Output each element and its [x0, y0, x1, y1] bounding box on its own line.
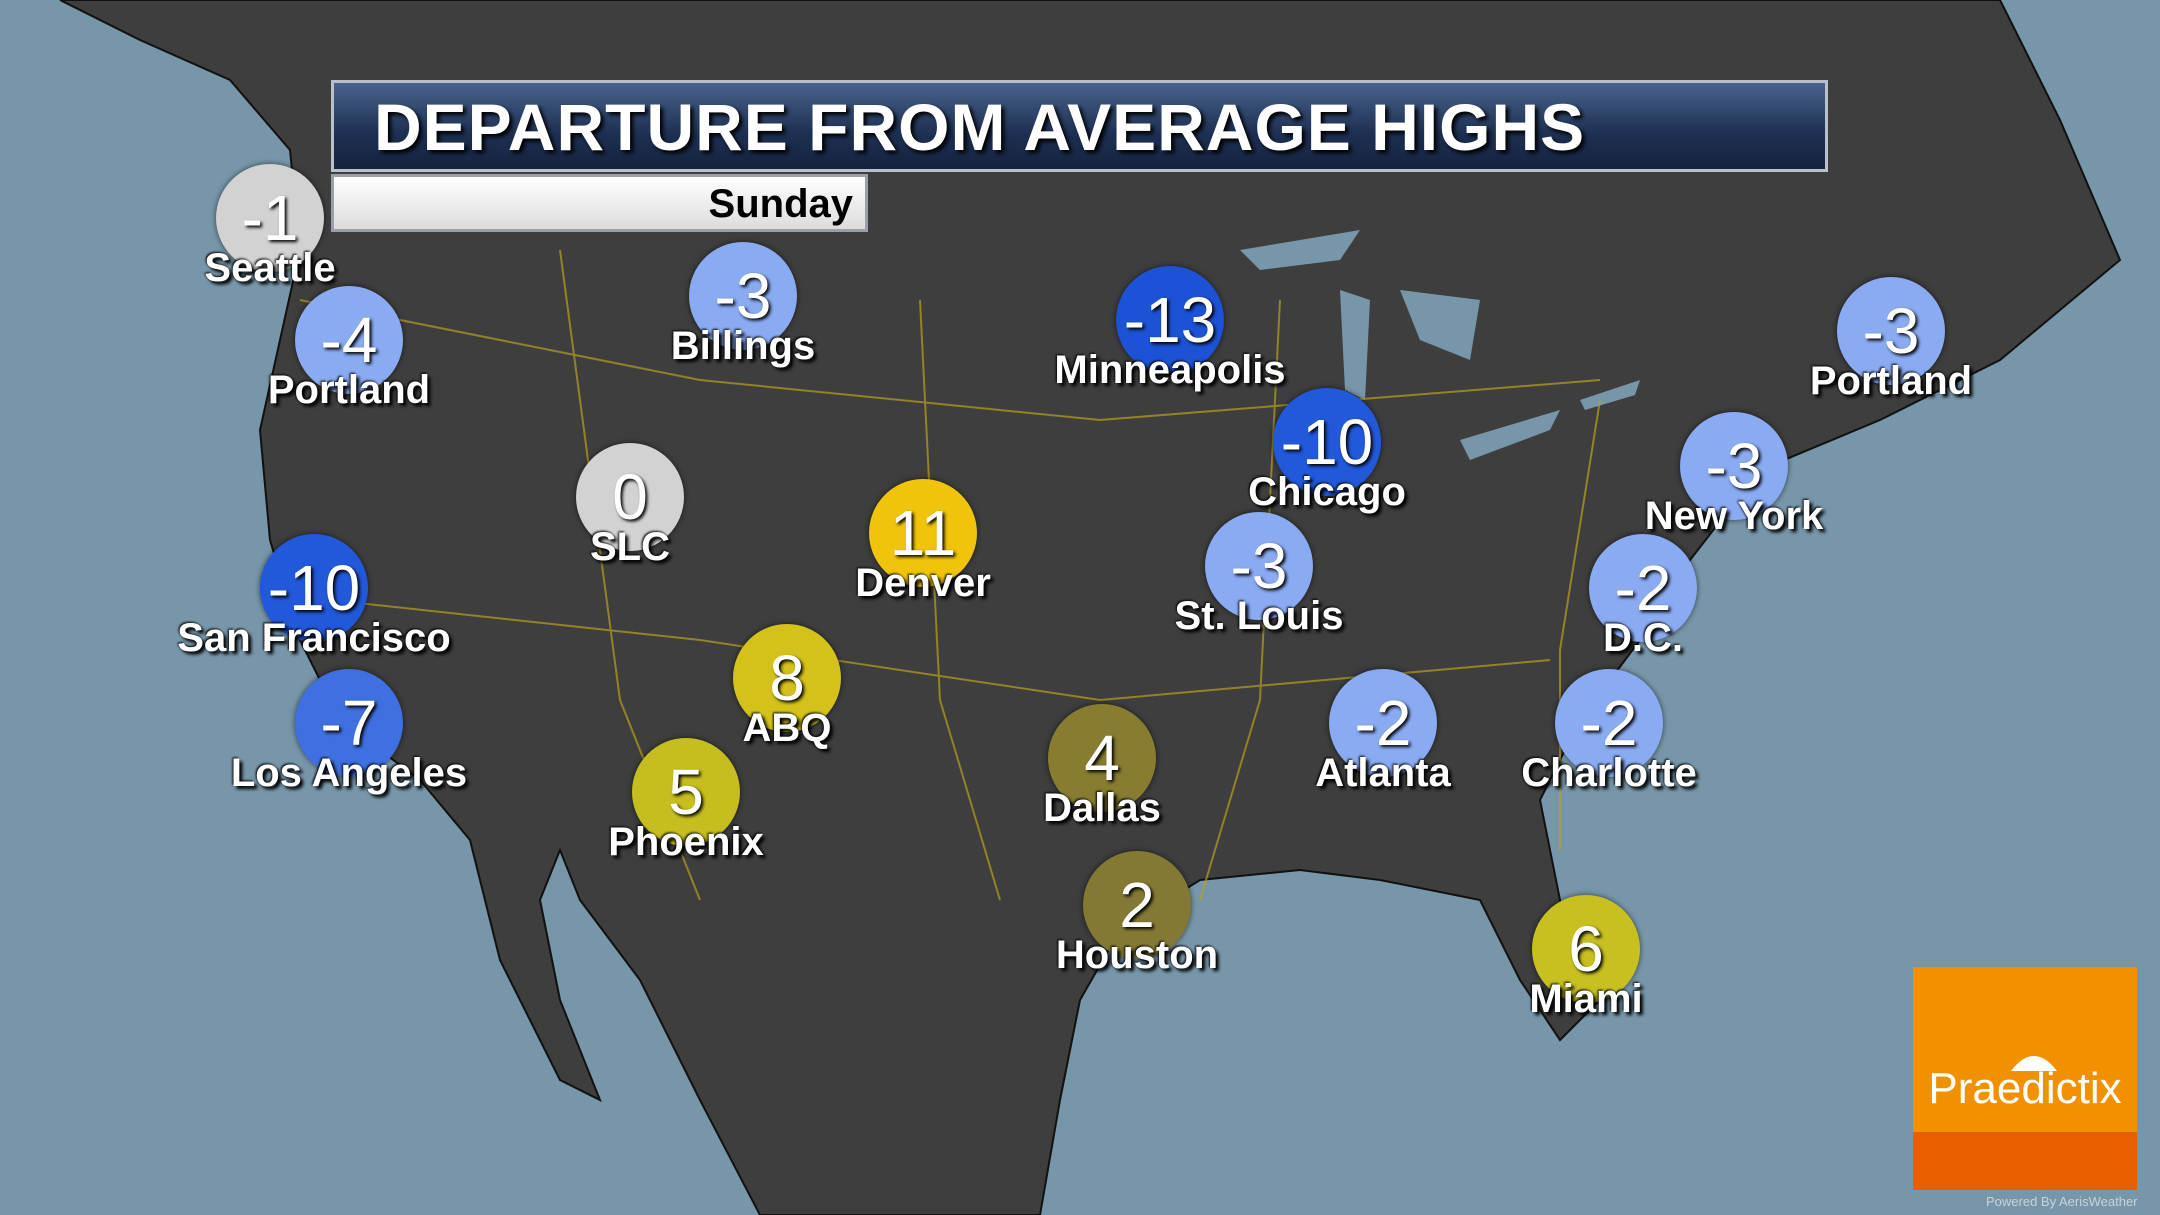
temp-departure-bubble: 11 — [869, 479, 977, 587]
powered-by: Powered By AerisWeather — [1986, 1194, 2138, 1209]
temp-departure-bubble: -10 — [260, 534, 368, 642]
city-name: Portland — [1809, 359, 1973, 403]
city-name: Minneapolis — [1054, 348, 1286, 392]
city-name: D.C. — [1603, 616, 1683, 660]
city-name: Charlotte — [1521, 751, 1697, 795]
temp-departure-bubble: -1 — [216, 164, 324, 272]
temp-departure-bubble: 5 — [632, 738, 740, 846]
city-name: SLC — [590, 525, 670, 569]
great-lakes — [1240, 230, 1640, 460]
temp-departure-bubble: -4 — [295, 286, 403, 394]
city-name: Miami — [1529, 977, 1643, 1021]
temp-departure-bubble: 6 — [1532, 895, 1640, 1003]
day-banner: Sunday — [331, 174, 868, 232]
city-name: New York — [1644, 494, 1824, 538]
city-name: Chicago — [1248, 470, 1406, 514]
temp-departure-bubble: -2 — [1329, 669, 1437, 777]
temp-departure-bubble: -3 — [689, 242, 797, 350]
temp-departure-bubble: 2 — [1083, 851, 1191, 959]
temp-departure-bubble: -3 — [1837, 277, 1945, 385]
city-name: Seattle — [204, 246, 336, 290]
city-name: Atlanta — [1315, 751, 1451, 795]
city-name: San Francisco — [177, 616, 451, 660]
temp-departure-bubble: -2 — [1555, 669, 1663, 777]
temp-departure-bubble: -3 — [1205, 512, 1313, 620]
temp-departure-bubble: -13 — [1116, 266, 1224, 374]
city-name: Phoenix — [608, 820, 764, 864]
temp-departure-bubble: -2 — [1589, 534, 1697, 642]
city-name: Denver — [855, 561, 991, 605]
logo-text: Praedictix — [1928, 1064, 2122, 1113]
city-name: Dallas — [1043, 786, 1161, 830]
day-label: Sunday — [708, 182, 853, 226]
umbrella-icon — [2011, 1056, 2057, 1071]
temp-departure-bubble: -7 — [295, 669, 403, 777]
city-name: Los Angeles — [230, 751, 468, 795]
city-name: ABQ — [742, 706, 832, 750]
praedictix-logo: Praedictix — [1913, 967, 2137, 1190]
logo-bottom-band — [1913, 1132, 2137, 1190]
city-name: Billings — [670, 324, 816, 368]
temp-departure-bubble: 8 — [733, 624, 841, 732]
city-name: Houston — [1055, 933, 1219, 977]
temp-departure-bubble: -3 — [1680, 412, 1788, 520]
title-banner: DEPARTURE FROM AVERAGE HIGHS — [331, 80, 1828, 172]
temp-departure-bubble: 0 — [576, 443, 684, 551]
temp-departure-bubble: 4 — [1048, 704, 1156, 812]
map-title: DEPARTURE FROM AVERAGE HIGHS — [374, 90, 1586, 164]
city-name: St. Louis — [1174, 594, 1344, 638]
city-name: Portland — [267, 368, 431, 412]
temp-departure-bubble: -10 — [1273, 388, 1381, 496]
